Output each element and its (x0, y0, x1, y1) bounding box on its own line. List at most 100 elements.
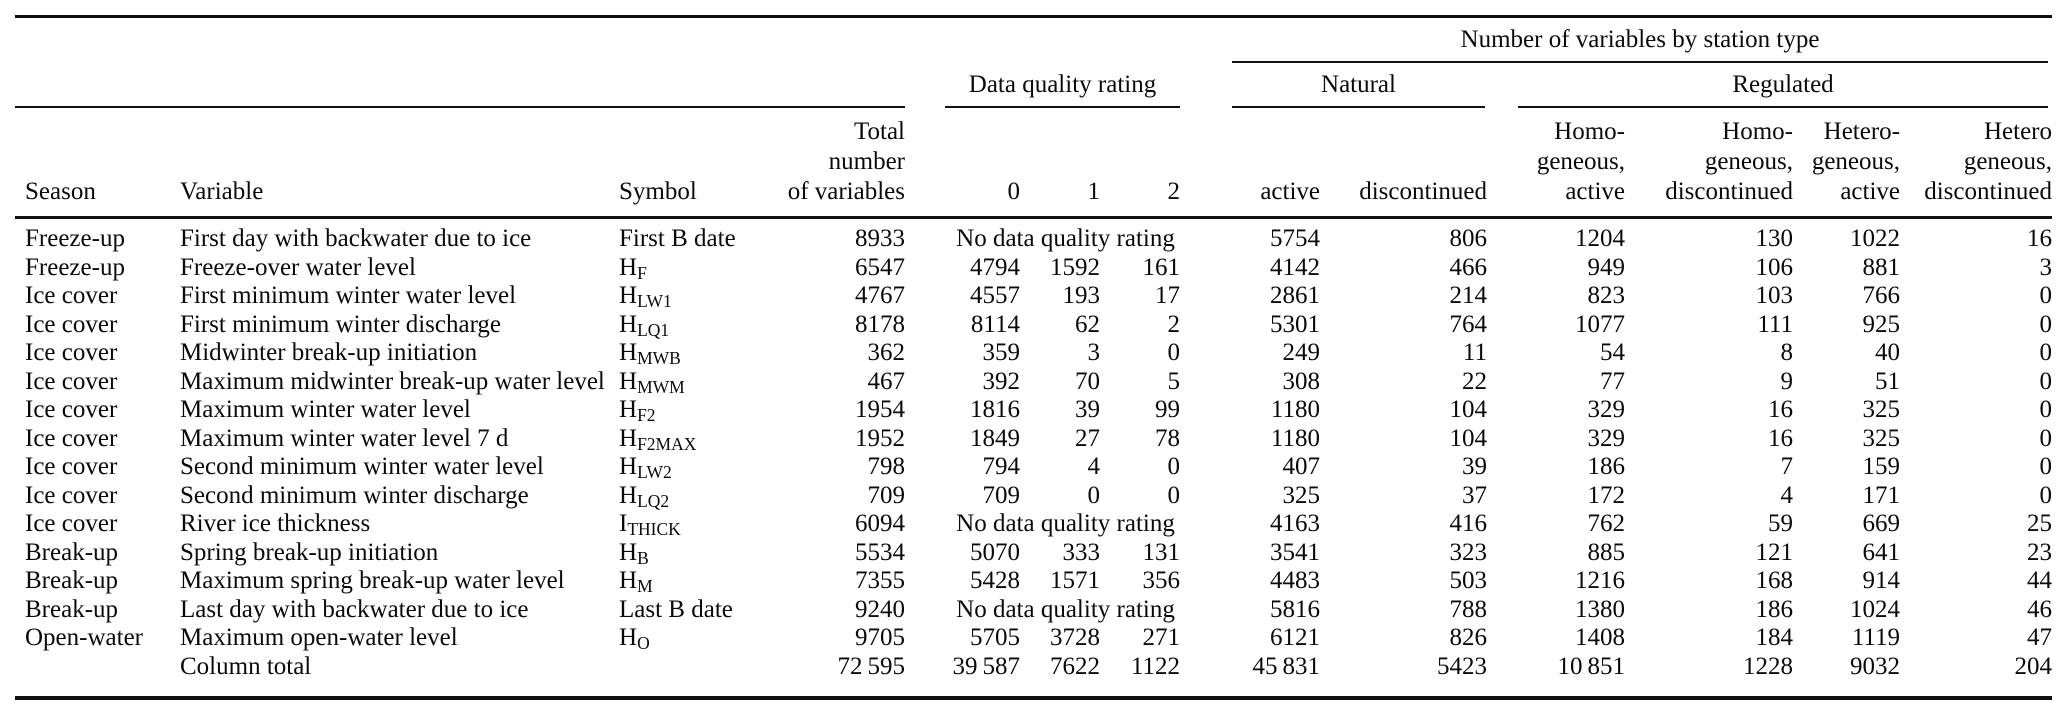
cell-natural-active: 407 (1282, 453, 1321, 480)
cell-natural-discontinued: 323 (1449, 538, 1488, 566)
cell-reg-hetero-discontinued: 25 (2027, 510, 2052, 537)
col-header-total: Total number of variables (787, 118, 905, 205)
cell-reg-homo-discontinued: 130 (1755, 225, 1794, 252)
cell-symbol: HLW1 (619, 282, 672, 311)
symbol-subscript: B (637, 547, 649, 568)
cell-natural-discontinued: 37 (1462, 481, 1487, 509)
cell-dq-1: 1592 (1050, 253, 1100, 281)
cell-reg-hetero-active: 914 (1862, 567, 1901, 594)
cell-total-number: 9240 (855, 595, 905, 623)
group-header-natural: Natural (1180, 63, 1487, 108)
header-row-groups: Data quality rating Natural Regulated (15, 63, 2052, 108)
group-header-natural-label: Natural (1232, 63, 1485, 108)
cell-reg-homo-active: 10 851 (1557, 652, 1625, 680)
cell-reg-hetero-active: 669 (1862, 510, 1901, 537)
cell-no-data-quality-rating: No data quality rating (956, 510, 1175, 537)
col-header-dq2: 2 (1167, 178, 1181, 205)
cell-reg-homo-discontinued: 59 (1768, 510, 1793, 537)
cell-total-number: 6094 (855, 510, 905, 537)
cell-no-data-quality-rating: No data quality rating (956, 225, 1175, 252)
cell-reg-homo-active: 949 (1587, 253, 1626, 281)
cell-reg-hetero-active: 325 (1862, 424, 1901, 452)
cell-season: Ice cover (25, 310, 118, 338)
col-header-reg-hetero-active: Hetero- geneous, active (1811, 118, 1900, 205)
symbol-subscript: F2 (637, 404, 656, 425)
cell-variable: Maximum winter water level (180, 396, 471, 423)
cell-reg-hetero-active: 51 (1875, 367, 1900, 395)
cell-natural-active: 5301 (1270, 310, 1320, 338)
cell-reg-homo-active: 77 (1600, 367, 1625, 395)
cell-variable: Midwinter break-up initiation (180, 339, 478, 366)
variables-table: Number of variables by station type Data… (15, 15, 2052, 700)
cell-total-number: 4767 (855, 282, 905, 309)
table-row: Open-water Maximum open-water level HO 9705… (15, 624, 2052, 653)
cell-dq-0: 1849 (970, 424, 1020, 452)
table-row: Ice cover Maximum midwinter break-up wate… (15, 368, 2052, 397)
cell-reg-hetero-discontinued: 44 (2027, 567, 2052, 594)
group-header-data-quality-label: Data quality rating (945, 63, 1180, 108)
cell-dq-2: 0 (1167, 481, 1181, 509)
cell-dq-2: 0 (1167, 339, 1181, 366)
cell-natural-discontinued: 39 (1462, 453, 1487, 480)
table-row: Break-up Spring break-up initiation HB 5534… (15, 539, 2052, 568)
cell-symbol: HM (619, 567, 653, 596)
cell-natural-discontinued: 806 (1449, 225, 1488, 252)
cell-dq-2: 2 (1167, 310, 1181, 338)
cell-variable: Last day with backwater due to ice (180, 595, 529, 623)
cell-dq-0: 5705 (970, 624, 1020, 651)
cell-variable: Maximum open-water level (180, 624, 458, 651)
cell-natural-discontinued: 22 (1462, 367, 1487, 395)
cell-reg-hetero-discontinued: 47 (2027, 624, 2052, 651)
table-row: Ice cover Midwinter break-up initiation HM… (15, 339, 2052, 368)
cell-dq-2: 131 (1142, 538, 1181, 566)
cell-reg-homo-active: 329 (1587, 396, 1626, 423)
cell-total-number: 8178 (855, 310, 905, 338)
cell-reg-homo-active: 186 (1587, 453, 1626, 480)
cell-total-number: 7355 (855, 567, 905, 594)
cell-dq-1: 3 (1087, 339, 1101, 366)
cell-symbol: HF2MAX (619, 424, 697, 454)
cell-dq-1: 0 (1087, 481, 1101, 509)
cell-season: Ice cover (25, 396, 118, 423)
cell-natural-discontinued: 788 (1449, 595, 1488, 623)
cell-symbol: HF (619, 253, 647, 283)
cell-reg-homo-active: 1077 (1575, 310, 1625, 338)
col-header-season: Season (25, 178, 96, 205)
header-row-columns: Season Variable Symbol Total number of v… (15, 108, 2052, 218)
cell-reg-homo-discontinued: 106 (1755, 253, 1794, 281)
cell-dq-1: 193 (1062, 282, 1101, 309)
cell-reg-hetero-active: 925 (1862, 310, 1901, 338)
cell-dq-1: 3728 (1050, 624, 1100, 651)
cell-total-number: 709 (867, 481, 906, 509)
table-row: Ice cover Maximum winter water level HF2 19… (15, 396, 2052, 425)
cell-natural-discontinued: 104 (1449, 396, 1488, 423)
cell-natural-active: 1180 (1270, 396, 1320, 423)
cell-dq-0: 359 (982, 339, 1021, 366)
cell-natural-active: 2861 (1270, 282, 1320, 309)
cell-natural-discontinued: 5423 (1437, 652, 1487, 680)
cell-variable: Spring break-up initiation (180, 538, 439, 566)
cell-dq-0: 39 587 (952, 652, 1020, 680)
cell-reg-homo-active: 762 (1587, 510, 1626, 537)
cell-dq-0: 4794 (970, 253, 1020, 281)
cell-dq-2: 78 (1155, 424, 1180, 452)
header-spacer (15, 17, 1180, 64)
group-header-station-type: Number of variables by station type (1180, 17, 2052, 63)
symbol-subscript: M (637, 575, 653, 596)
cell-variable: Column total (180, 652, 312, 680)
table-row: Ice cover First minimum winter discharge H… (15, 311, 2052, 340)
cell-reg-hetero-discontinued: 0 (2039, 367, 2053, 395)
cell-reg-homo-discontinued: 184 (1755, 624, 1794, 651)
col-header-natural-active: active (1260, 178, 1320, 205)
cell-reg-hetero-active: 641 (1862, 538, 1901, 566)
cell-reg-hetero-active: 1119 (1851, 624, 1900, 651)
cell-dq-0: 8114 (970, 310, 1020, 338)
cell-season: Break-up (25, 595, 119, 623)
cell-natural-active: 4142 (1270, 253, 1320, 281)
col-header-dq1: 1 (1087, 178, 1101, 205)
cell-variable: Maximum midwinter break-up water level (180, 367, 605, 395)
cell-reg-homo-discontinued: 168 (1755, 567, 1794, 594)
cell-reg-homo-active: 1216 (1575, 567, 1625, 594)
group-header-station-type-label: Number of variables by station type (1232, 18, 2048, 63)
cell-season: Freeze-up (25, 225, 125, 252)
